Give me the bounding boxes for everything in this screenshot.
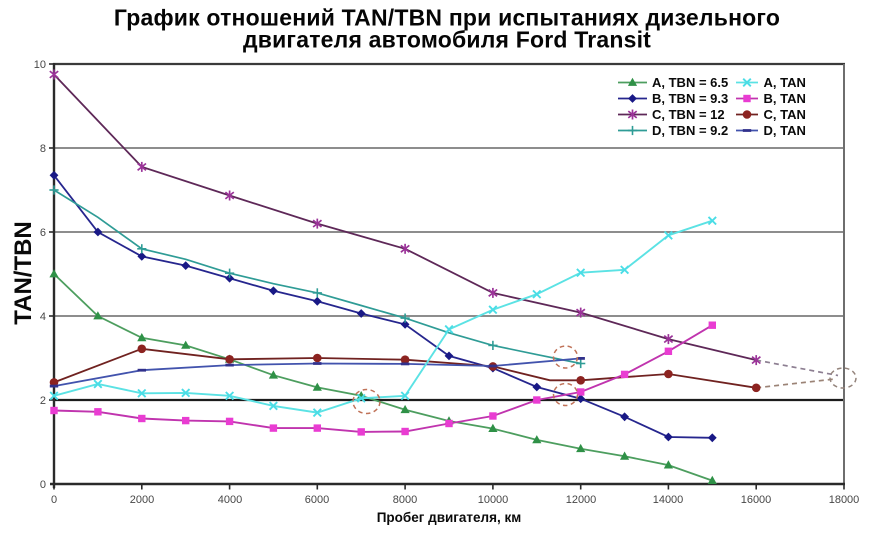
svg-text:10000: 10000 (478, 494, 509, 506)
svg-text:2: 2 (40, 395, 46, 407)
svg-text:8000: 8000 (393, 494, 417, 506)
svg-text:двигателя автомобиля Ford Tran: двигателя автомобиля Ford Transit (243, 27, 651, 53)
svg-text:0: 0 (40, 479, 46, 491)
svg-text:12000: 12000 (566, 494, 597, 506)
svg-text:6000: 6000 (305, 494, 329, 506)
svg-text:B, TBN = 9.3: B, TBN = 9.3 (652, 91, 728, 106)
svg-text:C, TAN: C, TAN (764, 107, 806, 122)
svg-text:10: 10 (34, 59, 46, 71)
svg-text:A, TAN: A, TAN (764, 75, 806, 90)
svg-text:8: 8 (40, 143, 46, 155)
svg-text:16000: 16000 (741, 494, 772, 506)
svg-text:0: 0 (51, 494, 57, 506)
svg-text:Пробег двигателя, км: Пробег двигателя, км (377, 510, 522, 525)
svg-text:B, TAN: B, TAN (764, 91, 806, 106)
svg-text:График отношений TAN/TBN при и: График отношений TAN/TBN при испытаниях … (114, 5, 780, 31)
svg-text:4: 4 (40, 311, 46, 323)
svg-text:4000: 4000 (218, 494, 242, 506)
svg-text:A, TBN = 6.5: A, TBN = 6.5 (652, 75, 728, 90)
svg-text:D, TAN: D, TAN (764, 123, 806, 138)
svg-text:D, TBN = 9.2: D, TBN = 9.2 (652, 123, 728, 138)
svg-text:14000: 14000 (653, 494, 684, 506)
svg-text:TAN/TBN: TAN/TBN (10, 221, 37, 325)
svg-text:C, TBN = 12: C, TBN = 12 (652, 107, 725, 122)
svg-text:18000: 18000 (829, 494, 860, 506)
svg-text:6: 6 (40, 227, 46, 239)
svg-text:2000: 2000 (130, 494, 154, 506)
